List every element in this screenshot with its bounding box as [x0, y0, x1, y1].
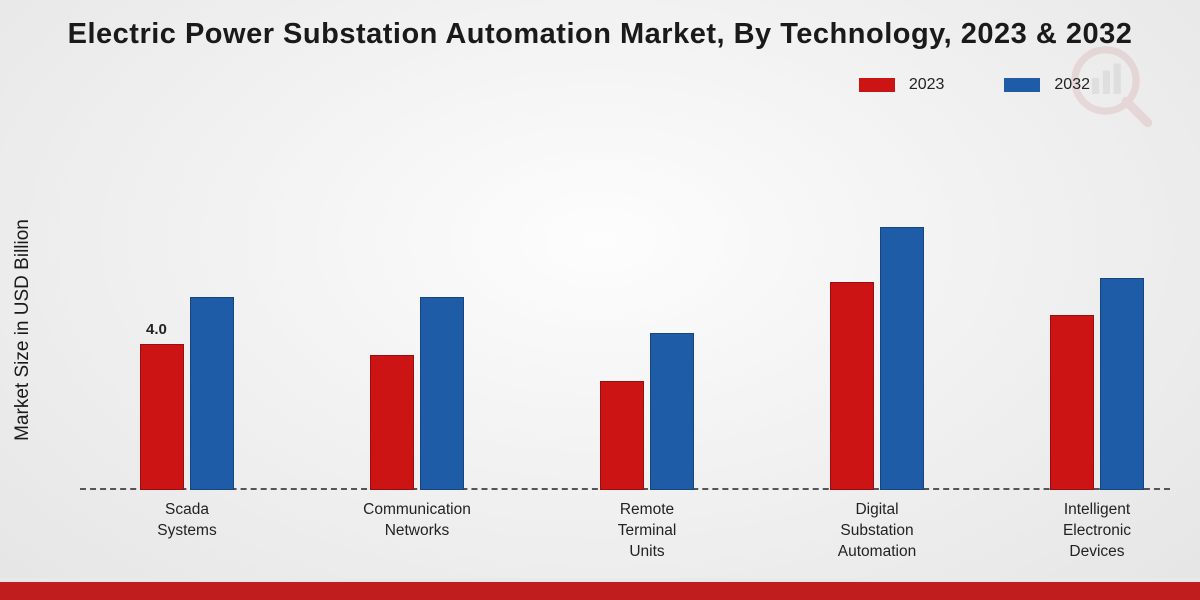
category-label: Intelligent Electronic Devices	[1063, 500, 1131, 563]
legend-label-2032: 2032	[1054, 76, 1090, 94]
chart-title: Electric Power Substation Automation Mar…	[0, 18, 1200, 51]
category-label: Digital Substation Automation	[838, 500, 916, 563]
legend-item-2023: 2023	[859, 76, 945, 94]
legend-swatch-2023	[859, 78, 895, 92]
bar-group: 4.0Scada Systems	[140, 297, 234, 490]
legend-item-2032: 2032	[1004, 76, 1090, 94]
y-axis-label: Market Size in USD Billion	[12, 150, 34, 510]
bar	[420, 297, 464, 490]
legend-label-2023: 2023	[909, 76, 945, 94]
bar-group: Digital Substation Automation	[830, 227, 924, 490]
bar	[370, 355, 414, 490]
bar-value-label: 4.0	[146, 321, 167, 338]
chart-canvas: Electric Power Substation Automation Mar…	[0, 0, 1200, 600]
category-label: Scada Systems	[157, 500, 216, 542]
bar	[1050, 315, 1094, 490]
bar	[140, 344, 184, 490]
bar	[1100, 278, 1144, 490]
legend: 2023 2032	[859, 76, 1090, 94]
bar	[190, 297, 234, 490]
bar	[880, 227, 924, 490]
category-label: Remote Terminal Units	[618, 500, 677, 563]
bar	[650, 333, 694, 490]
footer-bar	[0, 578, 1200, 600]
bar-group: Remote Terminal Units	[600, 333, 694, 490]
legend-swatch-2032	[1004, 78, 1040, 92]
bar-group: Communication Networks	[370, 297, 464, 490]
bar	[600, 381, 644, 491]
plot-area: 4.0Scada Systems Communication Networks Re…	[80, 125, 1170, 490]
bar	[830, 282, 874, 490]
category-label: Communication Networks	[363, 500, 471, 542]
bar-group: Intelligent Electronic Devices	[1050, 278, 1144, 490]
